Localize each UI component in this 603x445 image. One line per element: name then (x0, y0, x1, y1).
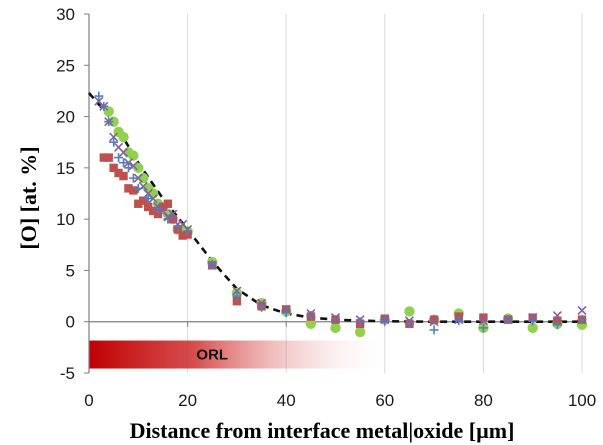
data-point-cross (128, 161, 138, 171)
data-point-cross (454, 315, 464, 325)
data-point-cross (528, 313, 538, 323)
data-point-square (178, 231, 187, 240)
data-point-cross (232, 286, 242, 296)
data-point-square (114, 168, 123, 178)
data-point-cross (281, 304, 291, 314)
data-point-square (143, 202, 153, 212)
data-point-cross (133, 173, 143, 183)
data-point-cross (503, 315, 513, 325)
data-point-square (109, 163, 118, 173)
data-point-circle (354, 326, 366, 338)
data-point-circle (118, 131, 129, 143)
orl-band-label: ORL (196, 347, 228, 364)
data-point-cross (207, 260, 217, 270)
data-point-circle (128, 150, 139, 161)
data-point-square (124, 184, 133, 193)
data-point-plus (109, 137, 119, 147)
data-point-square (104, 153, 113, 162)
data-point-cross (148, 194, 158, 204)
data-point-plus (232, 291, 242, 301)
y-tick-label: 25 (56, 56, 75, 75)
orl-band-group: ORL (89, 340, 395, 369)
data-point-cross (109, 132, 119, 142)
data-point-square (119, 171, 128, 181)
data-point-cross (99, 101, 109, 111)
data-point-circle (138, 172, 149, 184)
data-point-square (479, 313, 488, 322)
y-axis-title: [O] [at. %] (16, 146, 41, 249)
x-axis-title: Distance from interface metal|oxide [µm] (130, 418, 515, 443)
y-tick-label: 15 (56, 159, 75, 178)
data-point-cross (183, 224, 193, 234)
data-point-square (134, 199, 143, 208)
data-point-cross (163, 212, 173, 222)
data-point-cross (478, 316, 488, 326)
y-tick-label: 20 (56, 108, 75, 127)
y-tick-label: 0 (66, 313, 75, 332)
tick-labels: -5 0 5 10 15 20 25 30 0 20 40 60 80 100 (56, 5, 596, 410)
x-tick-label: 100 (568, 391, 596, 410)
data-point-cross (104, 117, 114, 127)
data-point-plus (552, 320, 562, 330)
data-point-cross (577, 305, 587, 315)
data-point-plus (114, 153, 124, 163)
data-point-square (232, 297, 242, 306)
data-point-square (139, 196, 148, 205)
data-point-cross (380, 315, 390, 325)
data-point-square (99, 153, 108, 162)
data-point-cross (118, 147, 129, 158)
data-point-cross (330, 313, 341, 323)
data-point-square (429, 315, 439, 324)
y-tick-label: 5 (66, 261, 75, 280)
y-tick-label: 10 (56, 210, 75, 229)
x-tick-label: 20 (178, 391, 197, 410)
data-point-cross (306, 308, 316, 319)
data-point-cross (404, 316, 415, 326)
y-tick-label: -5 (60, 364, 75, 383)
data-point-cross (552, 310, 562, 321)
data-point-cross (158, 206, 168, 216)
data-point-cross (138, 181, 148, 191)
data-point-circle (404, 306, 415, 317)
x-tick-label: 40 (277, 391, 296, 410)
series-group (88, 91, 588, 338)
data-point-plus (119, 158, 129, 168)
data-point-square (163, 199, 173, 208)
series-cross (94, 96, 587, 327)
data-point-plus (128, 173, 138, 183)
data-point-square (129, 186, 138, 195)
series-square (99, 153, 587, 328)
data-point-cross (123, 158, 134, 168)
data-point-square (148, 206, 158, 216)
data-point-circle (527, 322, 538, 334)
x-tick-label: 60 (375, 391, 394, 410)
data-point-cross (429, 317, 439, 327)
data-point-circle (330, 322, 341, 334)
data-point-plus (577, 315, 587, 325)
y-tick-label: 30 (56, 5, 75, 24)
data-point-circle (133, 162, 144, 174)
data-point-plus (94, 91, 104, 101)
data-point-cross (168, 209, 178, 219)
data-point-plus (429, 325, 439, 335)
data-point-cross (256, 298, 267, 308)
data-point-circle (147, 188, 159, 199)
x-tick-label: 0 (84, 391, 93, 410)
data-point-square (158, 202, 168, 212)
data-point-plus (143, 194, 153, 204)
data-point-square (153, 209, 163, 219)
orl-band (89, 340, 395, 369)
data-point-circle (305, 318, 317, 329)
data-point-square (168, 214, 178, 224)
data-point-plus (478, 323, 488, 333)
x-tick-label: 80 (474, 391, 493, 410)
data-point-cross (355, 315, 365, 325)
